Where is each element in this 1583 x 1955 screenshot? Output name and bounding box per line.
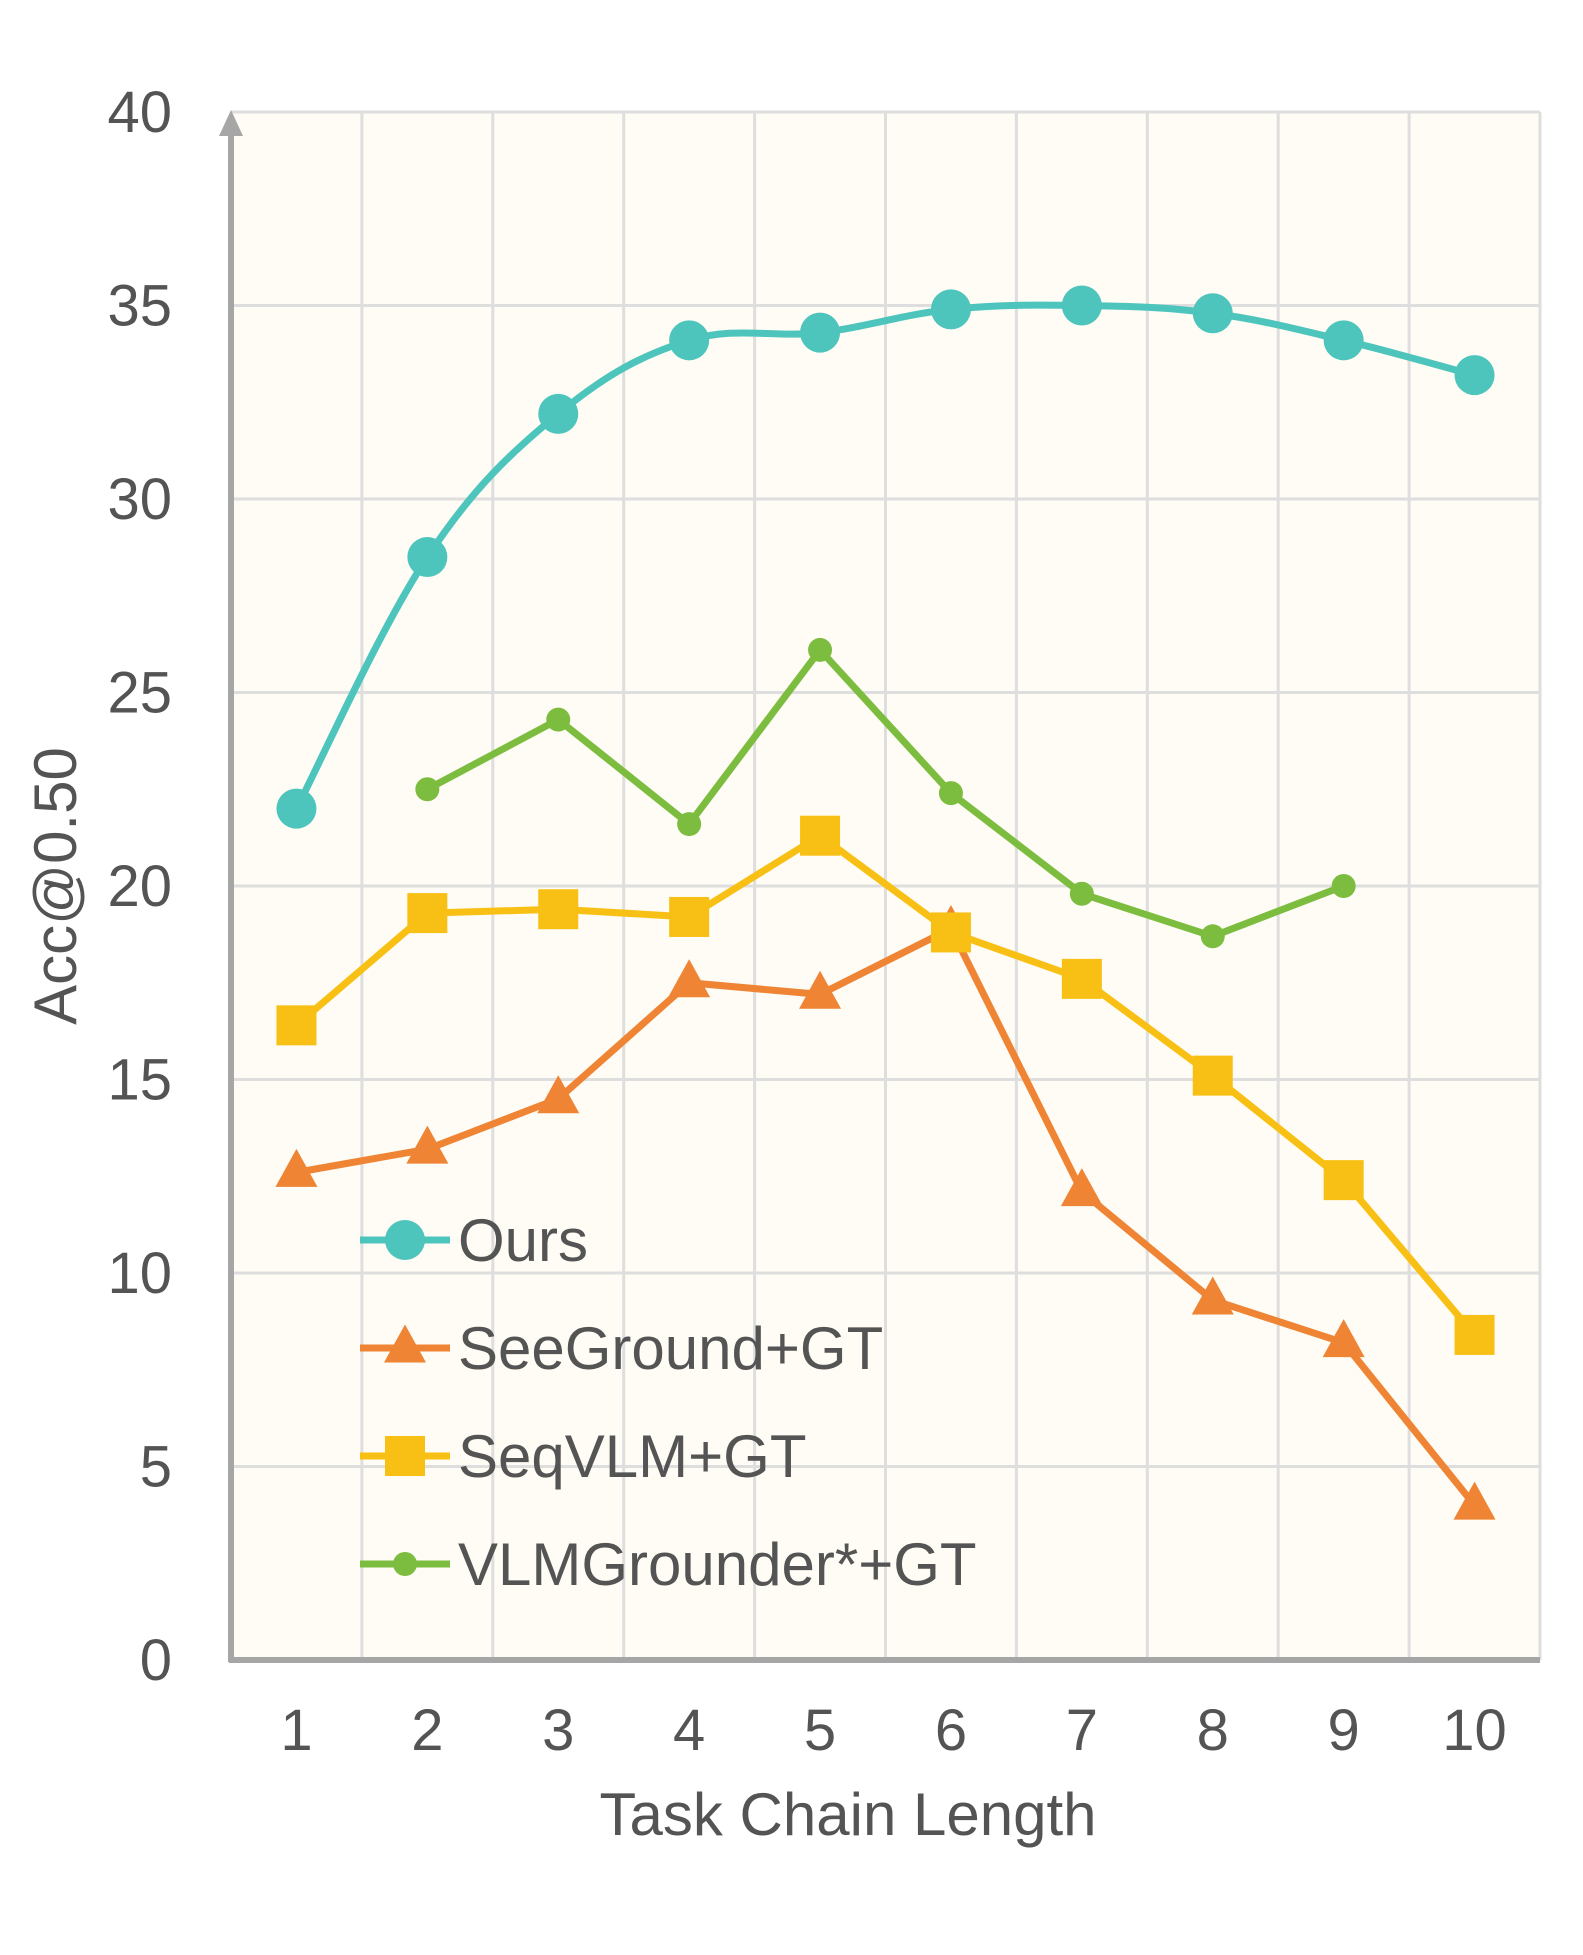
data-point-ours (1323, 320, 1364, 361)
data-point-seqvlm-gt (1061, 958, 1102, 999)
data-point-seeground-gt (1453, 1481, 1496, 1520)
data-point-vlmgrounder-gt (1069, 881, 1094, 906)
legend-label: Ours (458, 1207, 588, 1274)
data-point-seqvlm-gt (1192, 1055, 1233, 1096)
legend-marker-ours (385, 1220, 425, 1260)
x-tick-label: 10 (1442, 1698, 1507, 1763)
data-point-seqvlm-gt (407, 893, 448, 934)
y-tick-label: 15 (107, 1048, 172, 1113)
data-point-vlmgrounder-gt (415, 777, 440, 802)
data-point-vlmgrounder-gt (1331, 874, 1356, 898)
data-point-ours (800, 312, 841, 353)
data-point-seqvlm-gt (276, 1005, 317, 1046)
data-point-seeground-gt (1191, 1276, 1234, 1315)
series-line-seqvlm-gt (292, 832, 1479, 1339)
x-tick-label: 4 (673, 1698, 705, 1763)
data-point-seeground-gt (799, 970, 842, 1009)
x-tick-label: 6 (935, 1698, 967, 1763)
data-point-ours (407, 537, 448, 578)
series-vlmgrounder-gt (415, 637, 1356, 949)
y-tick-label: 0 (140, 1628, 172, 1693)
data-point-seqvlm-gt (669, 896, 710, 937)
series-line-seeground-gt (292, 925, 1479, 1509)
data-point-seeground-gt (275, 1148, 318, 1187)
data-point-seqvlm-gt (1323, 1160, 1364, 1201)
data-point-vlmgrounder-gt (808, 637, 833, 662)
data-point-seeground-gt (668, 959, 711, 998)
data-point-ours (276, 788, 317, 829)
data-point-seeground-gt (537, 1075, 580, 1114)
series-line-vlmgrounder-gt (423, 646, 1348, 940)
x-tick-label: 8 (1197, 1698, 1229, 1763)
x-tick-label: 2 (411, 1698, 443, 1763)
legend-label: SeqVLM+GT (458, 1423, 807, 1490)
data-point-ours (669, 320, 710, 361)
legend-item-vlmgrounder-gt: VLMGrounder*+GT (360, 1531, 977, 1598)
data-point-ours (1454, 355, 1495, 396)
axes (219, 110, 1540, 1663)
y-tick-label: 20 (107, 854, 172, 919)
y-tick-label: 5 (140, 1435, 172, 1500)
series-seqvlm-gt (276, 815, 1495, 1355)
data-point-seqvlm-gt (930, 912, 971, 953)
y-tick-label: 35 (107, 274, 172, 339)
data-point-seqvlm-gt (538, 889, 579, 930)
legend-marker-seqvlm-gt (385, 1436, 425, 1476)
data-point-vlmgrounder-gt (938, 781, 963, 806)
legend: Ours SeeGround+GT SeqVLM+GT VLMGrounder*+GT (360, 1207, 977, 1598)
x-axis-title: Task Chain Length (600, 1781, 1097, 1848)
y-tick-label: 40 (107, 80, 172, 145)
y-tick-labels: 0 5 10 15 20 25 30 35 40 (107, 80, 172, 1693)
x-tick-label: 3 (542, 1698, 574, 1763)
data-point-vlmgrounder-gt (546, 707, 571, 732)
data-point-seeground-gt (406, 1125, 449, 1164)
data-point-seeground-gt (1322, 1319, 1365, 1358)
grid (231, 110, 1542, 1660)
legend-marker-vlmgrounder-gt (393, 1552, 417, 1576)
y-axis-arrowhead (219, 110, 243, 136)
series-ours (276, 285, 1495, 829)
data-point-vlmgrounder-gt (677, 812, 702, 837)
legend-label: VLMGrounder*+GT (458, 1531, 977, 1598)
legend-label: SeeGround+GT (458, 1315, 883, 1382)
legend-item-seqvlm-gt: SeqVLM+GT (360, 1423, 807, 1490)
data-point-seqvlm-gt (800, 815, 841, 856)
data-point-ours (930, 289, 971, 330)
y-tick-label: 30 (107, 467, 172, 532)
series-layer (275, 285, 1496, 1520)
y-tick-label: 10 (107, 1241, 172, 1306)
legend-marker-seeground-gt (384, 1324, 426, 1363)
data-point-seeground-gt (1060, 1168, 1103, 1207)
legend-item-ours: Ours (360, 1207, 588, 1274)
series-seeground-gt (275, 905, 1496, 1520)
data-point-vlmgrounder-gt (1200, 924, 1225, 949)
data-point-ours (538, 393, 579, 434)
x-tick-label: 7 (1066, 1698, 1098, 1763)
x-tick-label: 9 (1328, 1698, 1360, 1763)
x-tick-label: 5 (804, 1698, 836, 1763)
y-tick-label: 25 (107, 661, 172, 726)
data-point-ours (1192, 293, 1233, 334)
y-axis-title: Acc@0.50 (22, 747, 89, 1025)
data-point-seqvlm-gt (1454, 1314, 1495, 1355)
x-tick-labels: 1 2 3 4 5 6 7 8 9 10 (280, 1698, 1506, 1763)
data-point-ours (1061, 285, 1102, 326)
series-line-ours (292, 301, 1479, 813)
x-tick-label: 1 (280, 1698, 312, 1763)
legend-item-seeground-gt: SeeGround+GT (360, 1315, 883, 1382)
